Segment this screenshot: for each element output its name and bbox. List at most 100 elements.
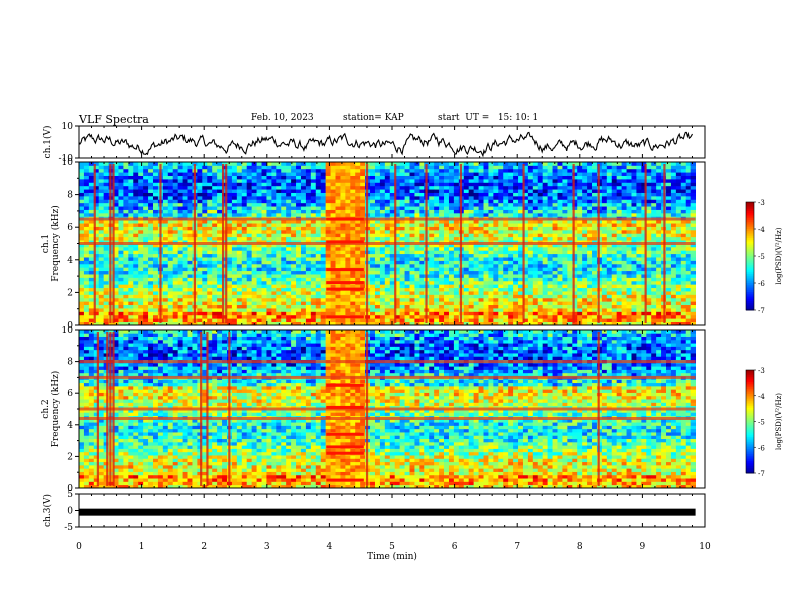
spectrogram-cell [212, 301, 218, 306]
spectrogram-cell [286, 257, 292, 261]
spectrogram-cell [251, 274, 257, 278]
spectrogram-cell [271, 168, 277, 173]
spectrogram-cell [567, 291, 573, 295]
spectrogram-cell [281, 195, 287, 200]
spectrogram-cell [320, 318, 327, 323]
spectrogram-cell [231, 192, 238, 197]
spectrogram-cell [266, 192, 272, 197]
spectrogram-cell [93, 233, 100, 238]
spectrogram-cell [182, 182, 188, 187]
spectrogram-cell [384, 185, 391, 190]
spectrogram-cell [177, 321, 183, 326]
spectrogram-cell [315, 185, 322, 190]
spectrogram-cell [207, 314, 213, 319]
spectrogram-cell [448, 250, 455, 255]
spectrogram-cell [532, 260, 539, 265]
spectrogram-cell [320, 287, 327, 292]
spectrogram-cell [246, 178, 253, 183]
spectrogram-cell [197, 280, 203, 285]
spectrogram-cell [98, 209, 105, 214]
spectrogram-cell [582, 199, 588, 204]
spectrogram-cell [113, 267, 119, 272]
spectrogram-cell [473, 280, 479, 285]
spectrogram-cell [493, 291, 499, 295]
spectrogram-cell [330, 233, 336, 238]
spectrogram-cell [522, 178, 529, 183]
spectrogram-cell [434, 311, 440, 316]
spectrogram-cell [483, 229, 489, 234]
spectrogram-cell [162, 263, 169, 268]
spectrogram-cell [508, 209, 514, 214]
spectrogram-cell [374, 236, 381, 241]
spectrogram-cell [138, 270, 144, 275]
spectrogram-cell [241, 212, 248, 217]
spectrogram-cell [128, 301, 134, 306]
spectrogram-cell [207, 308, 213, 312]
spectrogram-cell [330, 308, 336, 312]
spectrogram-cell [300, 297, 307, 302]
spectrogram-cell [271, 267, 277, 272]
spectrogram-cell [143, 280, 149, 285]
spectrogram-cell [379, 236, 386, 241]
spectrogram-cell [557, 168, 563, 173]
spectrogram-cell [483, 233, 489, 238]
spectrogram-cell [488, 212, 494, 217]
spectrogram-cell [320, 202, 327, 207]
spectrogram-cell [202, 274, 208, 278]
spectrogram-cell [315, 246, 322, 251]
spectrogram-cell [513, 257, 519, 261]
spectrogram-cell [261, 185, 267, 190]
spectrogram-cell [503, 162, 509, 166]
spectrogram-cell [379, 162, 386, 166]
spectrogram-cell [542, 250, 549, 255]
spectrogram-cell [448, 304, 455, 309]
spectrogram-cell [429, 270, 435, 275]
spectrogram-cell [448, 206, 455, 210]
spectrogram-cell [177, 195, 183, 200]
spectrogram-cell [325, 206, 331, 210]
spectrogram-cell [133, 318, 139, 323]
spectrogram-cell [468, 209, 475, 214]
spectrogram-cell [557, 162, 563, 166]
spectrogram-cell [384, 236, 391, 241]
spectrogram-cell [434, 165, 440, 170]
spectrogram-cell [488, 311, 494, 316]
spectrogram-cell [113, 206, 119, 210]
spectrogram-cell [123, 185, 129, 190]
spectrogram-cell [493, 274, 499, 278]
spectrogram-cell [93, 185, 100, 190]
spectrogram-cell [291, 199, 297, 204]
spectrogram-cell [103, 162, 109, 166]
spectrogram-cell [271, 311, 277, 316]
spectrogram-cell [522, 260, 529, 265]
spectrogram-cell [152, 223, 159, 227]
spectrogram-cell [231, 287, 238, 292]
spectrogram-cell [143, 287, 149, 292]
spectrogram-cell [231, 202, 238, 207]
spectrogram-cell [582, 257, 588, 261]
spectrogram-cell [246, 233, 253, 238]
spectrogram-cell [83, 172, 90, 176]
spectrogram-cell [577, 260, 583, 265]
spectrogram-cell [207, 162, 213, 166]
spectrogram-cell [527, 321, 534, 326]
spectrogram-cell [118, 243, 124, 248]
spectrogram-cell [552, 199, 558, 204]
spectrogram-cell [582, 212, 588, 217]
spectrogram-cell [148, 223, 154, 227]
spectrogram-cell [271, 195, 277, 200]
spectrogram-cell [162, 195, 169, 200]
spectrogram-cell [138, 185, 144, 190]
spectrogram-cell [468, 304, 475, 309]
spectrogram-cell [197, 223, 203, 227]
spectrogram-cell [419, 274, 425, 278]
spectrogram-cell [562, 226, 568, 231]
spectrogram-cell [212, 260, 218, 265]
spectrogram-cell [409, 202, 415, 207]
spectrogram-cell [587, 212, 593, 217]
spectrogram-cell [434, 297, 440, 302]
spectrogram-cell [498, 311, 504, 316]
spectrogram-cell [172, 165, 179, 170]
spectrogram-cell [478, 233, 484, 238]
spectrogram-cell [152, 209, 159, 214]
